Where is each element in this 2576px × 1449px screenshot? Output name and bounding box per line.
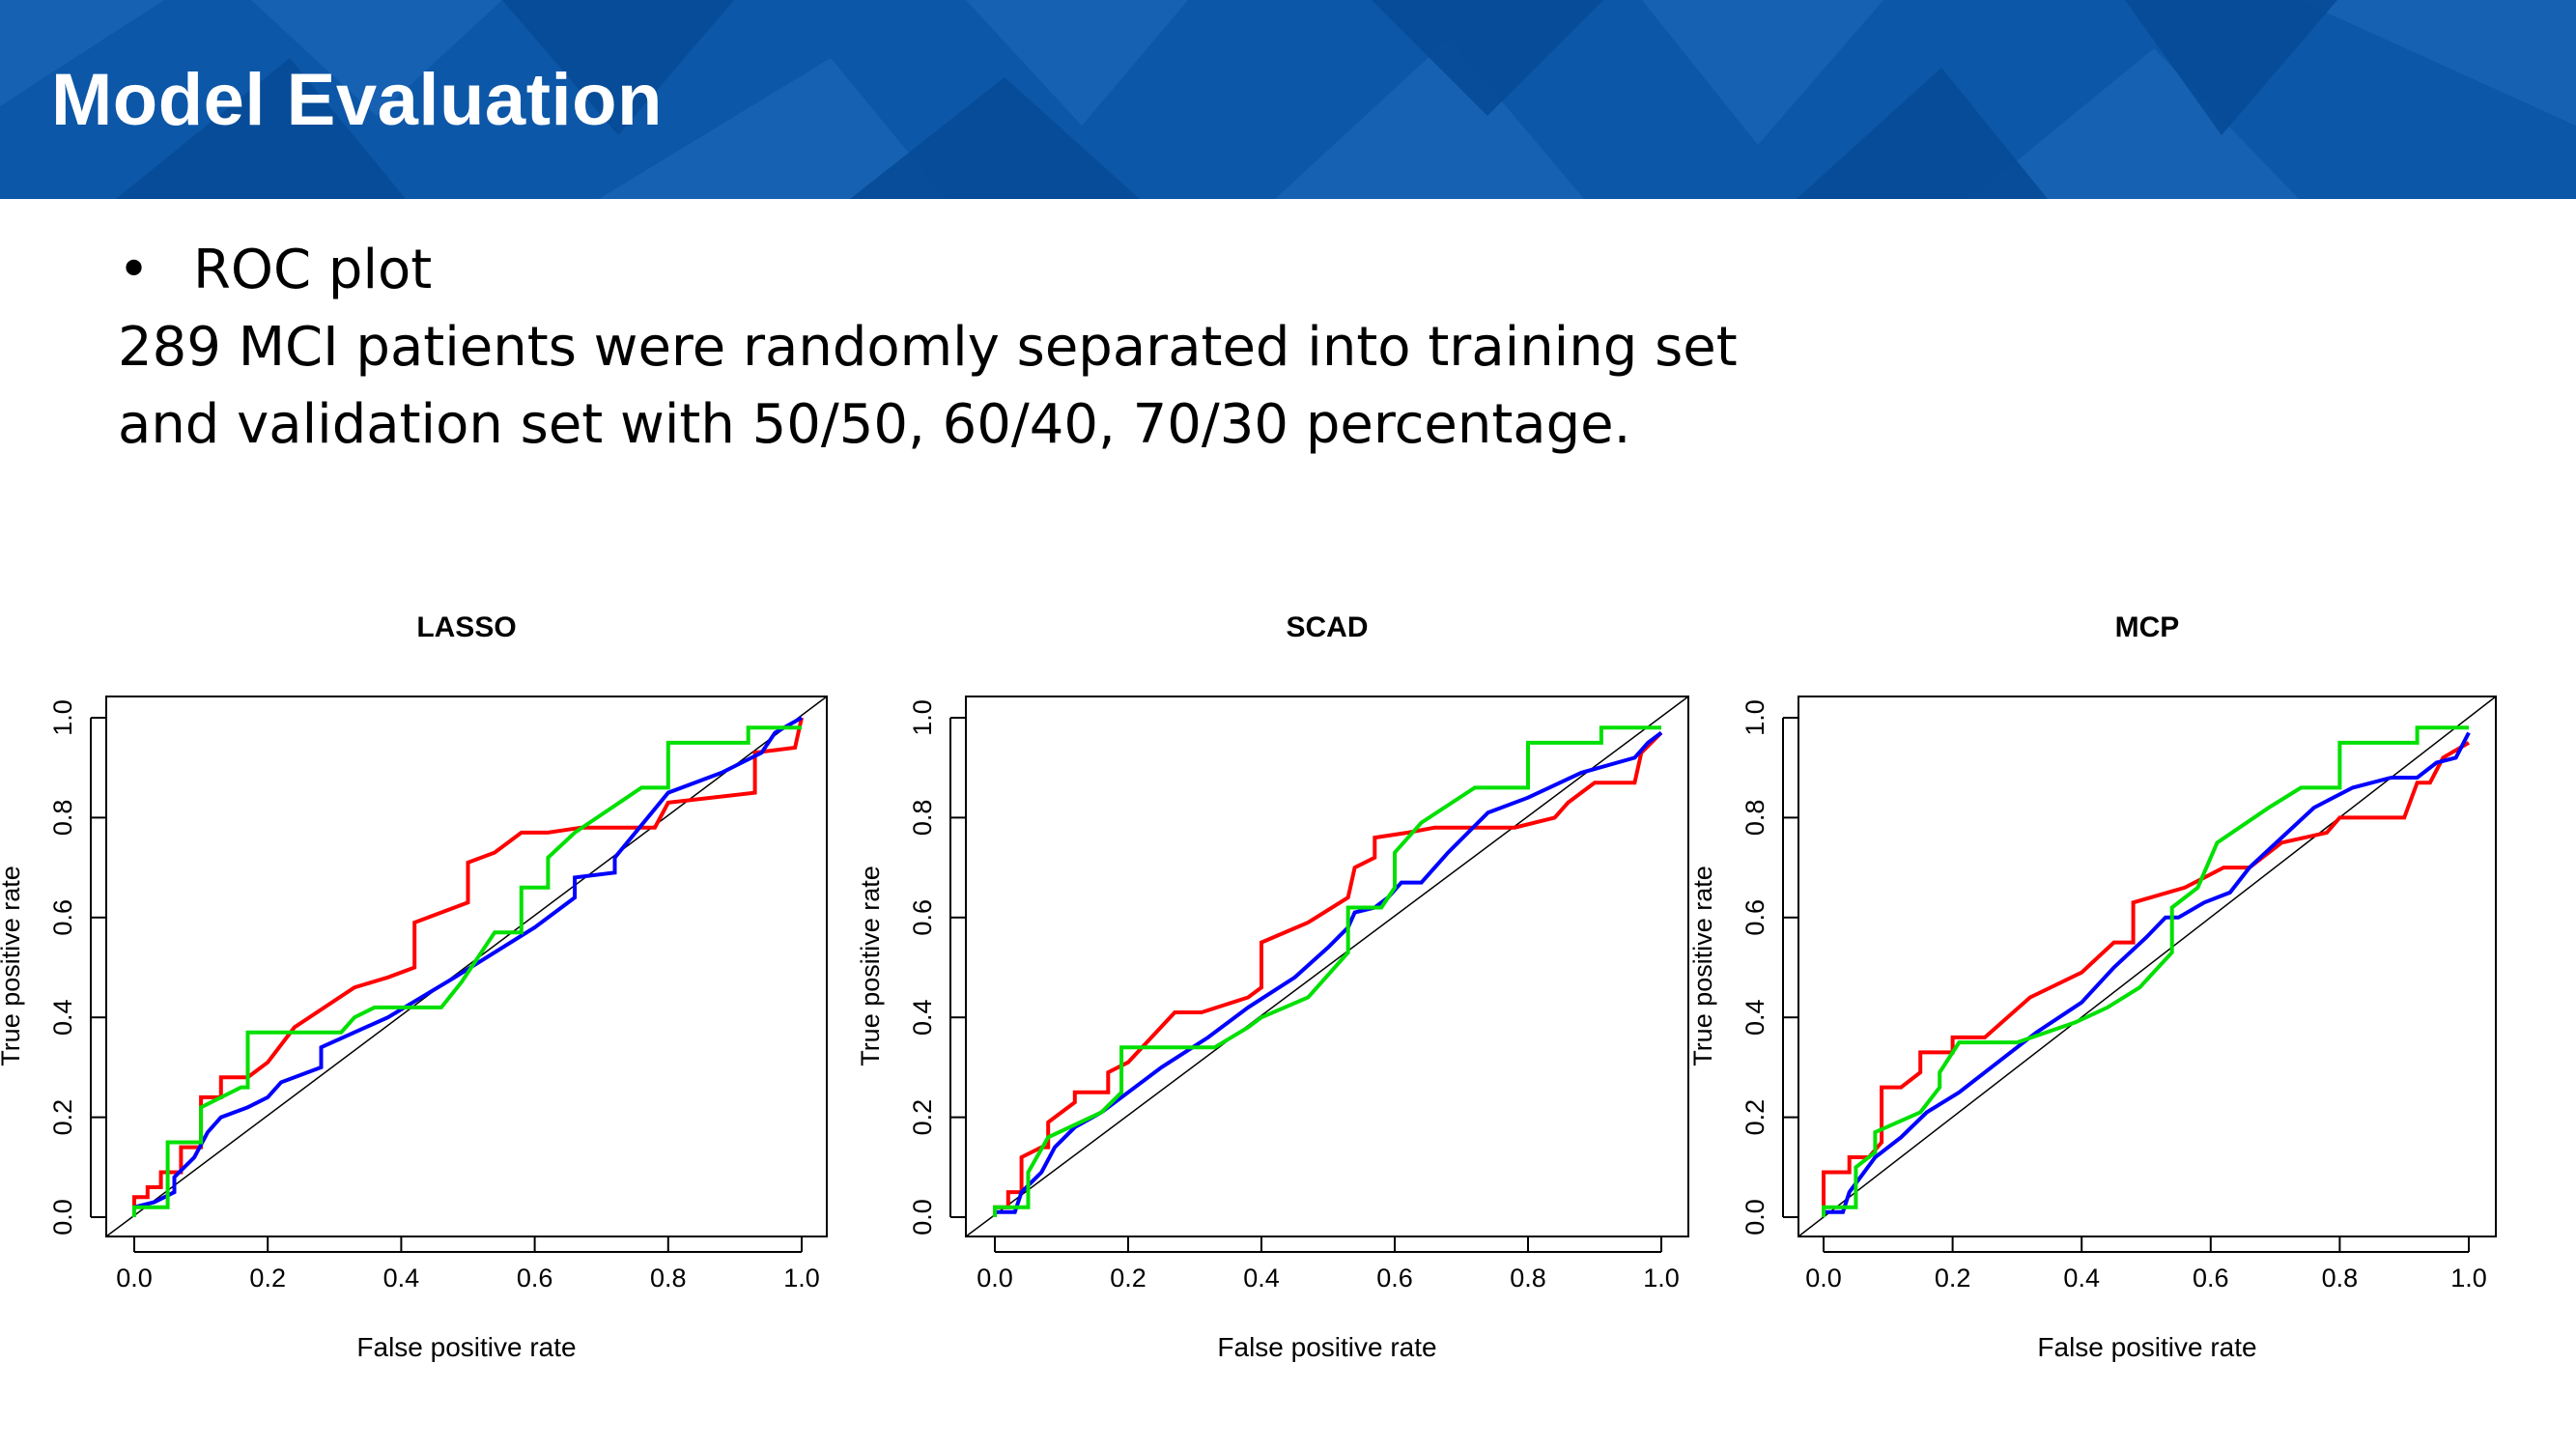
plot-frame xyxy=(965,696,1689,1237)
x-tick-label: 0.4 xyxy=(2063,1264,2100,1293)
x-tick-label: 0.6 xyxy=(1376,1264,1413,1293)
x-tick-label: 1.0 xyxy=(1643,1264,1680,1293)
roc-curve-series-1 xyxy=(1822,741,2471,1217)
roc-charts-svg: LASSO 0.0 0.2 0.4 0.6 0.8 1.0 0.0 0.2 0.4 0.6 0.8 1.… xyxy=(0,611,2497,1362)
x-tick-label: 0.2 xyxy=(1935,1264,1971,1293)
banner-pattern xyxy=(0,0,2576,199)
bullet-dot-icon: • xyxy=(118,239,151,301)
x-axis-label: False positive rate xyxy=(356,1332,576,1362)
roc-charts-row: LASSO 0.0 0.2 0.4 0.6 0.8 1.0 0.0 0.2 0.4 0.6 0.8 1.… xyxy=(0,580,2576,1410)
roc-chart-lasso: LASSO 0.0 0.2 0.4 0.6 0.8 1.0 0.0 0.2 0.4 0.6 0.8 1.… xyxy=(0,611,828,1362)
y-axis-label: True positive rate xyxy=(1688,866,1717,1066)
x-tick-label: 0.6 xyxy=(517,1264,553,1293)
y-tick-label: 0.2 xyxy=(48,1099,77,1136)
diagonal-reference-line xyxy=(1798,696,2497,1237)
x-tick-label: 0.4 xyxy=(383,1264,420,1293)
roc-curve-series-1 xyxy=(993,731,1663,1217)
y-tick-label: 0.6 xyxy=(1741,899,1769,936)
y-tick-label: 0.0 xyxy=(908,1199,937,1236)
y-tick-label: 0.6 xyxy=(908,899,937,936)
plot-frame xyxy=(1798,696,2497,1237)
plot-frame xyxy=(105,696,828,1237)
y-tick-label: 1.0 xyxy=(48,699,77,736)
roc-curve-series-2 xyxy=(993,730,1663,1217)
y-tick-label: 0.2 xyxy=(1741,1099,1769,1136)
x-tick-label: 0.0 xyxy=(1805,1264,1842,1293)
slide-body: • ROC plot 289 MCI patients were randoml… xyxy=(118,232,1738,464)
y-tick-label: 0.0 xyxy=(1741,1199,1769,1236)
y-axis-label: True positive rate xyxy=(0,866,25,1066)
y-tick-label: 0.8 xyxy=(1741,800,1769,837)
x-tick-label: 0.4 xyxy=(1243,1264,1280,1293)
x-tick-label: 0.8 xyxy=(650,1264,687,1293)
y-tick-label: 1.0 xyxy=(1741,699,1769,736)
roc-chart-mcp: MCP 0.0 0.2 0.4 0.6 0.8 1.0 0.0 0.2 0.4 0.6 0.8 1.0 F… xyxy=(1688,611,2497,1362)
x-tick-label: 0.6 xyxy=(2193,1264,2229,1293)
y-tick-label: 0.2 xyxy=(908,1099,937,1136)
roc-curve-series-2 xyxy=(1822,731,2471,1217)
y-tick-label: 0.6 xyxy=(48,899,77,936)
diagonal-reference-line xyxy=(965,696,1689,1237)
x-tick-label: 0.8 xyxy=(1510,1264,1546,1293)
y-tick-label: 0.4 xyxy=(48,999,77,1036)
slide-title: Model Evaluation xyxy=(51,59,663,141)
bullet-item: • ROC plot xyxy=(118,232,1738,309)
roc-curve-series-1 xyxy=(132,717,804,1217)
paragraph-line-1: 289 MCI patients were randomly separated… xyxy=(118,316,1738,379)
x-tick-label: 1.0 xyxy=(783,1264,820,1293)
chart-title: MCP xyxy=(2115,611,2180,643)
y-tick-label: 0.8 xyxy=(48,800,77,837)
roc-curve-series-2 xyxy=(132,716,803,1217)
y-tick-label: 0.8 xyxy=(908,800,937,837)
paragraph-line-2: and validation set with 50/50, 60/40, 70… xyxy=(118,393,1631,456)
y-tick-label: 1.0 xyxy=(908,699,937,736)
title-banner: Model Evaluation xyxy=(0,0,2576,199)
roc-curve-series-3 xyxy=(1822,725,2469,1217)
x-tick-label: 0.0 xyxy=(116,1264,153,1293)
y-tick-label: 0.4 xyxy=(908,999,937,1036)
y-tick-label: 0.0 xyxy=(48,1199,77,1236)
chart-title: SCAD xyxy=(1286,611,1368,643)
x-tick-label: 0.2 xyxy=(249,1264,286,1293)
roc-chart-scad: SCAD 0.0 0.2 0.4 0.6 0.8 1.0 0.0 0.2 0.4 0.6 0.8 1.0… xyxy=(856,611,1689,1362)
roc-curve-series-3 xyxy=(993,725,1661,1217)
x-tick-label: 1.0 xyxy=(2450,1264,2487,1293)
x-tick-label: 0.8 xyxy=(2322,1264,2359,1293)
roc-curve-series-3 xyxy=(132,725,802,1217)
bullet-text: ROC plot xyxy=(193,239,433,301)
diagonal-reference-line xyxy=(105,696,828,1237)
x-axis-label: False positive rate xyxy=(2037,1332,2256,1362)
chart-title: LASSO xyxy=(416,611,516,643)
y-axis-label: True positive rate xyxy=(856,866,885,1066)
x-tick-label: 0.0 xyxy=(977,1264,1013,1293)
y-tick-label: 0.4 xyxy=(1741,999,1769,1036)
x-tick-label: 0.2 xyxy=(1110,1264,1146,1293)
x-axis-label: False positive rate xyxy=(1217,1332,1436,1362)
